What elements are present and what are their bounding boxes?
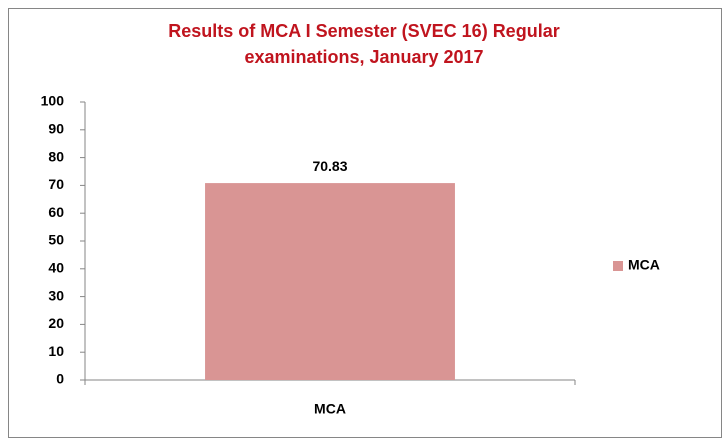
- y-tick-label: 60: [48, 204, 64, 220]
- y-tick-label: 80: [48, 148, 64, 164]
- y-tick-label: 100: [41, 93, 65, 109]
- data-label: 70.83: [312, 158, 347, 174]
- y-tick-label: 30: [48, 287, 64, 303]
- chart-title: examinations, January 2017: [244, 47, 483, 67]
- y-tick-label: 20: [48, 315, 64, 331]
- y-tick-label: 40: [48, 260, 64, 276]
- y-tick-label: 50: [48, 232, 64, 248]
- y-tick-label: 70: [48, 176, 64, 192]
- legend-label: MCA: [628, 257, 660, 273]
- bar: [205, 183, 455, 380]
- y-tick-label: 90: [48, 121, 64, 137]
- x-tick-label: MCA: [314, 401, 346, 417]
- chart-title: Results of MCA I Semester (SVEC 16) Regu…: [168, 21, 559, 41]
- y-tick-label: 10: [48, 343, 64, 359]
- y-tick-label: 0: [56, 371, 64, 387]
- legend-swatch: [613, 261, 623, 271]
